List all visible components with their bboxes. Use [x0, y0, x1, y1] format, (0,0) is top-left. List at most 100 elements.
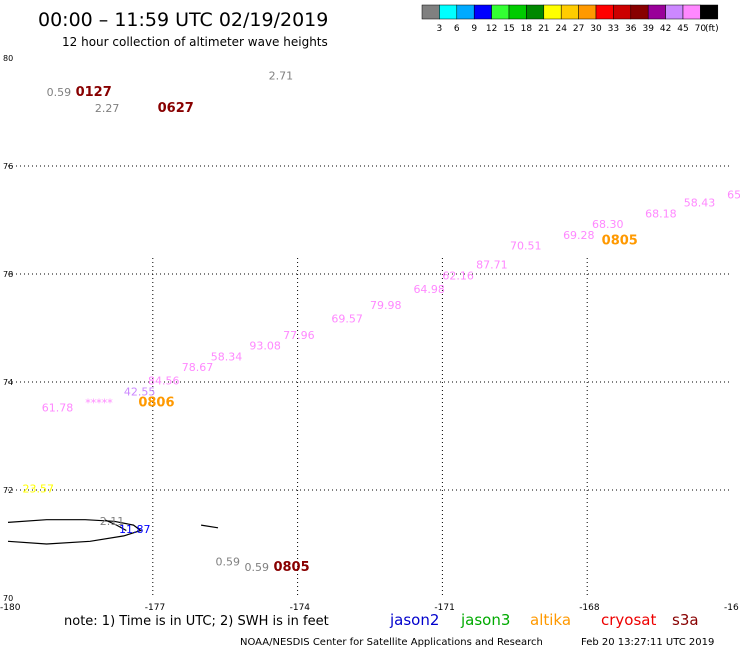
timestamp: Feb 20 13:27:11 UTC 2019: [581, 637, 714, 648]
color-scale-label: 27: [573, 24, 584, 34]
wave-height-label: 2.11: [100, 515, 125, 528]
wave-height-label: 42.55: [124, 386, 156, 399]
color-swatch: [456, 4, 475, 20]
wave-height-label: 70.51: [510, 240, 542, 253]
wave-height-label: 77.96: [283, 329, 315, 342]
pass-time-label: 0805: [273, 560, 309, 575]
color-swatch: [473, 4, 492, 20]
color-scale-label: 70: [695, 24, 707, 34]
y-tick-label: 76: [3, 162, 13, 171]
wave-height-label: 23.57: [22, 483, 54, 496]
y-tick-label: 72: [3, 486, 13, 495]
color-swatch: [682, 4, 701, 20]
chart-subtitle: 12 hour collection of altimeter wave hei…: [62, 35, 328, 49]
satellite-legend: jason2 jason3 altika cryosat s3a: [389, 611, 699, 629]
satellite-name: cryosat: [601, 611, 656, 629]
color-swatch: [560, 4, 579, 20]
color-scale-label: 30: [590, 24, 602, 34]
color-scale-label: 12: [486, 24, 497, 34]
wave-height-label: *****: [85, 396, 113, 409]
wave-height-label: 68.30: [592, 218, 624, 231]
y-tick-label: 74: [3, 378, 13, 387]
pass-time-label: 0805: [602, 233, 638, 248]
y-tick-label: 80: [3, 54, 13, 63]
chart-title: 00:00 – 11:59 UTC 02/19/2019: [38, 9, 328, 31]
y-tick-label: 70: [3, 594, 13, 603]
satellite-name: jason2: [389, 611, 439, 629]
x-tick-label: -180: [0, 603, 21, 613]
color-scale-label: 9: [471, 24, 477, 34]
wave-height-label: 93.08: [249, 340, 280, 353]
color-scale-label: 6: [454, 24, 460, 34]
x-tick-label: -177: [145, 603, 165, 613]
color-swatch: [508, 4, 527, 20]
x-tick-label: -16: [724, 603, 739, 613]
color-scale-label: 42: [660, 24, 671, 34]
color-swatch: [647, 4, 666, 20]
color-swatch: [613, 4, 632, 20]
satellite-name: s3a: [672, 611, 699, 629]
satellite-name: altika: [530, 611, 571, 629]
color-swatch: [630, 4, 649, 20]
coastline-segment: [201, 524, 219, 529]
pass-time-label: 0806: [138, 395, 174, 410]
wave-height-label: 61.78: [42, 402, 74, 415]
wave-height-label: 78.67: [182, 361, 214, 374]
color-scale-label: 33: [608, 24, 619, 34]
color-scale-label: 21: [538, 24, 549, 34]
wave-height-label: 64.98: [413, 283, 445, 296]
wave-height-label: 65: [727, 188, 740, 201]
color-swatch: [578, 4, 597, 20]
pass-time-labels: 0127 0627 0805 0806 0805: [76, 85, 638, 575]
x-tick-label: -171: [434, 603, 454, 613]
wave-height-label: 0.59: [47, 86, 72, 99]
color-swatch: [421, 4, 440, 20]
color-scale-unit: (ft): [705, 24, 719, 34]
wave-height-label: 2.71: [269, 70, 294, 83]
wave-height-label: 68.18: [645, 207, 677, 220]
x-tick-label: -174: [290, 603, 311, 613]
color-scale-label: 18: [521, 24, 533, 34]
coastline-segment: [104, 519, 127, 532]
color-scale-label: 3: [437, 24, 443, 34]
color-swatch: [595, 4, 614, 20]
wave-height-label: 62.16: [442, 269, 474, 282]
wave-height-label: 58.43: [684, 197, 716, 210]
y-tick-label: 78: [3, 270, 13, 279]
color-scale-label: 45: [677, 24, 688, 34]
color-scale-label: 24: [555, 24, 567, 34]
wave-height-label: 84.56: [148, 375, 180, 388]
pass-time-label: 0127: [76, 85, 112, 100]
credit-line: NOAA/NESDIS Center for Satellite Applica…: [240, 637, 543, 648]
color-scale-label: 39: [642, 24, 654, 34]
wave-height-label: 0.59: [216, 556, 241, 569]
color-scale-label: 15: [503, 24, 514, 34]
wave-height-label: 0.59: [245, 561, 269, 574]
pass-time-label: 0627: [158, 101, 194, 116]
color-swatch: [700, 4, 719, 20]
wave-height-label: 69.28: [563, 229, 595, 242]
wave-height-labels: 2.710.592.276558.4368.1868.3069.2870.518…: [22, 70, 740, 574]
axis-ticks: -180 -177 -174 -171 -168 -16 80 76 78 74 72 70: [0, 54, 739, 613]
color-swatch: [665, 4, 684, 20]
color-scale-label: 36: [625, 24, 637, 34]
wave-height-label: 2.27: [95, 102, 120, 115]
wave-height-label: 58.34: [211, 350, 243, 363]
wave-height-label: 87.71: [476, 259, 508, 272]
x-tick-label: -168: [579, 603, 600, 613]
color-swatch: [543, 4, 562, 20]
wave-height-label: 11.87: [119, 523, 151, 536]
wave-height-label: 79.98: [370, 299, 402, 312]
color-swatch: [491, 4, 510, 20]
coastline: [7, 519, 219, 545]
color-swatch: [439, 4, 458, 20]
color-scale-legend: 3 6 9 12 15 18 21 24 27 30 33 36 39 42 45 70(ft): [421, 4, 719, 34]
footnote: note: 1) Time is in UTC; 2) SWH is in fe…: [64, 614, 329, 629]
coastline-segment: [7, 519, 142, 545]
satellite-name: jason3: [460, 611, 510, 629]
wave-height-label: 69.57: [331, 313, 363, 326]
grid-lines: [8, 165, 732, 598]
color-swatch: [526, 4, 545, 20]
